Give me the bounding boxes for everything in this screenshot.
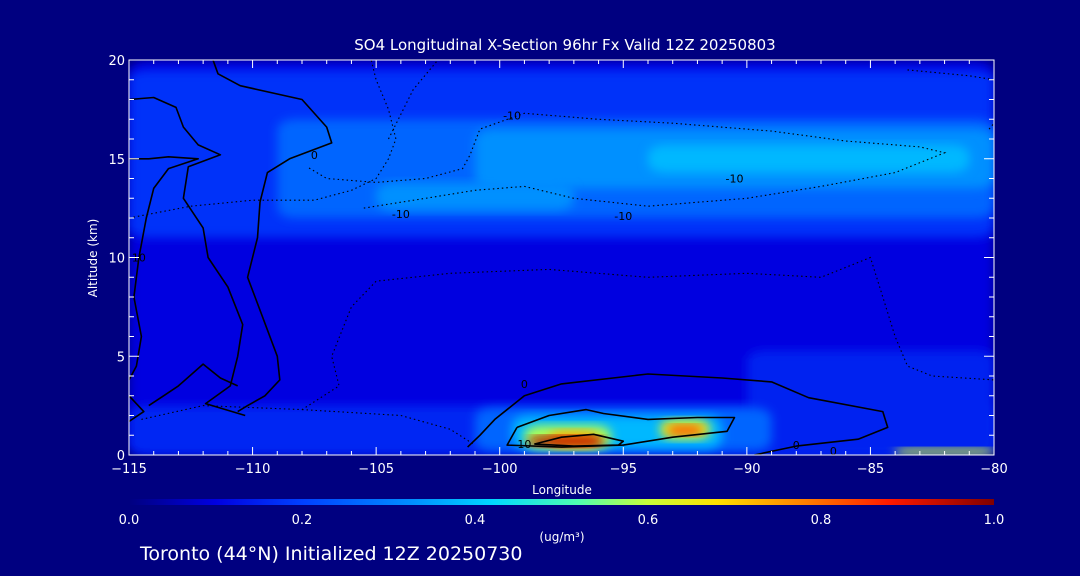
dotted-contour <box>988 122 994 130</box>
contour-label: 0 <box>830 445 837 458</box>
concentration-field <box>129 60 994 455</box>
concentration-patch <box>746 350 994 455</box>
y-tick-label: 20 <box>108 54 125 69</box>
contour-label: 10 <box>517 438 531 451</box>
dotted-contour <box>306 112 947 209</box>
contour-label: 0 <box>521 378 528 391</box>
y-axis-ticks: 0 5 10 15 20 <box>108 54 994 464</box>
footer-caption: Toronto (44°N) Initialized 12Z 20250730 <box>139 543 523 565</box>
contour-label: -10 <box>614 210 632 223</box>
y-tick-label: 5 <box>117 350 125 365</box>
x-tick-label: −110 <box>235 462 271 477</box>
contour-label: -10 <box>392 208 410 221</box>
solid-contour <box>148 363 239 407</box>
colorbar-ticks: 0.0 0.2 0.4 0.6 0.8 1.0 <box>119 513 1005 528</box>
solid-contour <box>534 433 625 447</box>
contour-label: -10 <box>503 109 521 122</box>
dotted-contour <box>141 256 994 420</box>
solid-contour <box>129 395 145 423</box>
contour-label: 0 <box>793 439 800 452</box>
concentration-patch <box>667 425 703 436</box>
colorbar-tick-label: 0.6 <box>638 513 659 528</box>
x-tick-label: −105 <box>358 462 394 477</box>
x-tick-label: −80 <box>980 462 1007 477</box>
chart-title: SO4 Longitudinal X-Section 96hr Fx Valid… <box>354 36 775 54</box>
colorbar-tick-label: 0.4 <box>465 513 486 528</box>
solid-contour <box>506 408 736 448</box>
y-tick-label: 0 <box>117 449 125 464</box>
solid-contour <box>467 373 889 455</box>
dotted-contour <box>129 60 397 219</box>
contour-lines <box>129 60 994 455</box>
solid-contour <box>129 96 246 417</box>
colorbar-tick-label: 0.0 <box>119 513 140 528</box>
x-axis-label: Longitude <box>532 483 592 497</box>
x-axis-ticks: −115 −110 −105 −100 −95 −90 −85 −80 <box>111 60 1008 477</box>
colorbar-tick-label: 0.2 <box>292 513 313 528</box>
contour-label: 0 <box>311 149 318 162</box>
solid-contour <box>212 60 333 413</box>
x-tick-label: −115 <box>111 462 147 477</box>
colorbar-unit-label: (ug/m³) <box>539 530 584 544</box>
concentration-patch <box>529 436 604 447</box>
dotted-contour <box>388 60 439 140</box>
contour-label: -10 <box>726 173 744 186</box>
colorbar-tick-label: 1.0 <box>984 513 1005 528</box>
y-tick-label: 10 <box>108 252 125 267</box>
x-tick-label: −85 <box>857 462 884 477</box>
x-tick-label: −100 <box>482 462 518 477</box>
concentration-patch <box>648 144 970 173</box>
y-axis-label: Altitude (km) <box>86 219 100 298</box>
solid-contour <box>129 156 199 381</box>
colorbar <box>129 499 994 505</box>
colorbar-tick-label: 0.8 <box>811 513 832 528</box>
dotted-contour <box>301 409 476 446</box>
x-tick-label: −95 <box>610 462 637 477</box>
x-tick-label: −90 <box>733 462 760 477</box>
y-tick-label: 15 <box>108 153 125 168</box>
concentration-patch <box>376 182 574 211</box>
